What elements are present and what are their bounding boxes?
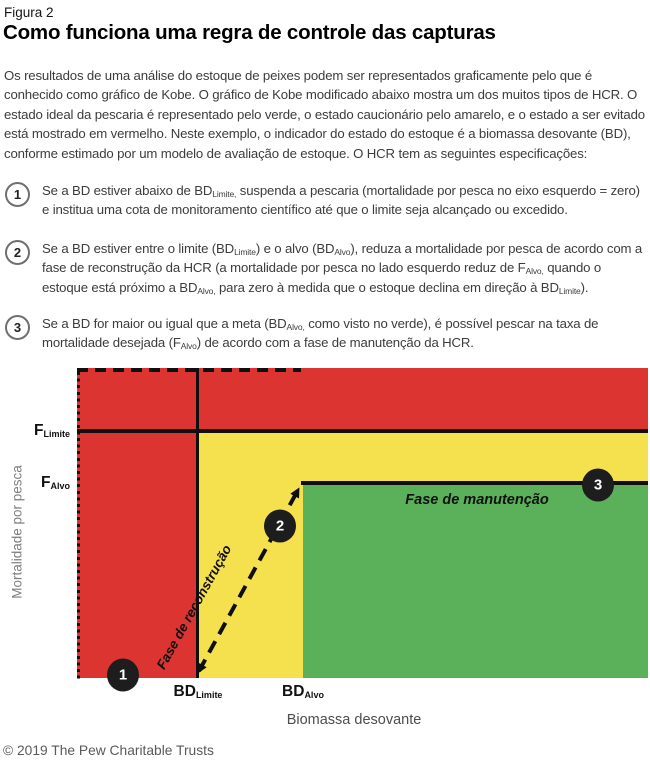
intro-paragraph: Os resultados de uma análise do estoque … <box>4 68 645 161</box>
hcr-rule-1: 1 Se a BD estiver abaixo de BDLimite, sus… <box>5 181 647 220</box>
rebuilding-arrow <box>197 487 300 674</box>
rule-text: Se a BD estiver entre o limite (BDLimite… <box>42 241 643 296</box>
rule-number-badge: 2 <box>5 240 30 265</box>
page-title: Como funciona uma regra de controle das … <box>3 21 496 44</box>
f-alvo-dashed-line <box>77 368 301 372</box>
chart-marker-3: 3 <box>582 468 614 502</box>
y-axis-title: Mortalidade por pesca <box>9 465 25 599</box>
y-tick-f-limite: FLimite <box>34 422 70 439</box>
copyright-notice: © 2019 The Pew Charitable Trusts <box>3 743 214 758</box>
hcr-rule-2: 2 Se a BD estiver entre o limite (BDLimit… <box>5 239 647 297</box>
rule-text: Se a BD for maior ou igual que a meta (B… <box>42 316 599 352</box>
y-tick-f-alvo: FAlvo <box>41 474 70 491</box>
rule-number-badge: 1 <box>5 182 30 207</box>
figure-kicker: Figura 2 <box>4 5 54 20</box>
f-limite-line <box>77 429 648 433</box>
zone-ideal-green <box>303 483 648 678</box>
rule-text: Se a BD estiver abaixo de BDLimite, susp… <box>42 183 640 218</box>
kobe-plot: Fase de reconstrução Fase de manutenção … <box>77 368 648 692</box>
chart-marker-2: 2 <box>264 509 296 543</box>
bd-alvo-dotted-line <box>77 372 80 682</box>
chart-marker-1: 1 <box>107 658 139 692</box>
maintenance-phase-label: Fase de manutenção <box>405 492 549 508</box>
bd-limite-line <box>196 368 199 678</box>
f-alvo-solid-line <box>301 481 648 485</box>
x-axis-title: Biomassa desovante <box>286 712 422 728</box>
hcr-rule-3: 3 Se a BD for maior ou igual que a meta (… <box>5 314 647 353</box>
x-tick-bd-alvo: BDAlvo <box>282 683 324 700</box>
x-tick-bd-limite: BDLimite <box>173 683 223 700</box>
rule-number-badge: 3 <box>5 315 30 340</box>
